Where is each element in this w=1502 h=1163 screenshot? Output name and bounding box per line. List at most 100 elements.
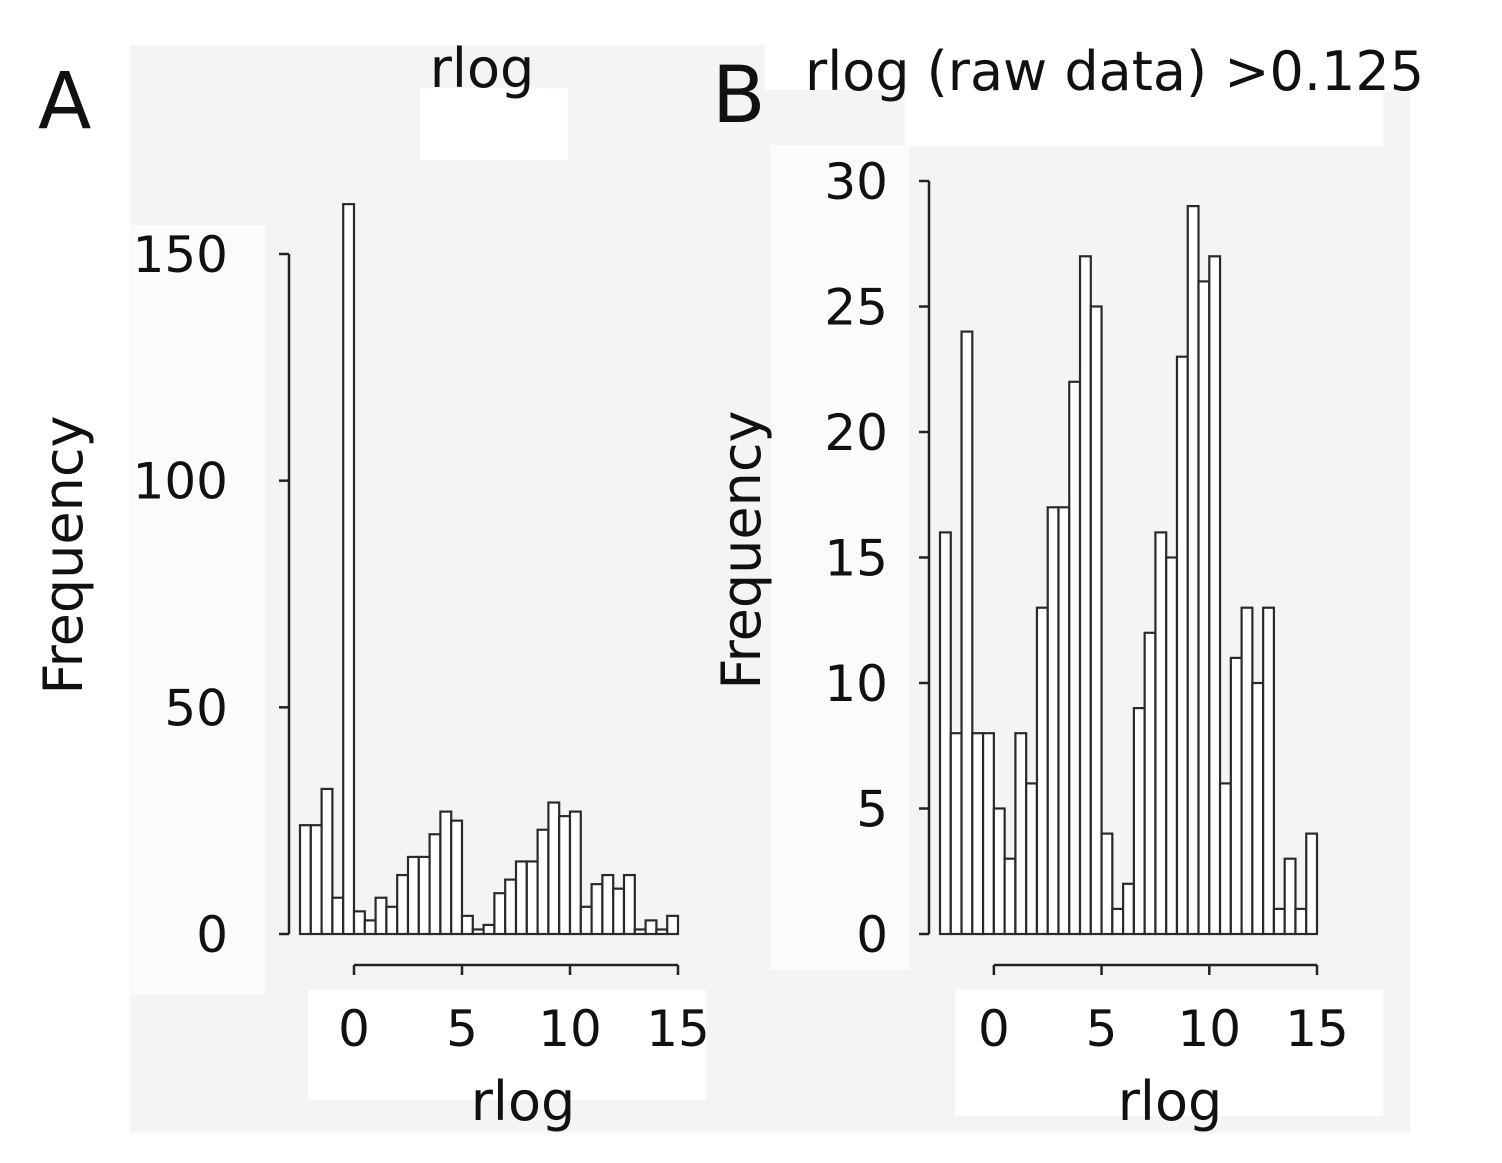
histogram-bar (1218, 782, 1232, 936)
histogram-bar (406, 855, 420, 936)
histogram-bar (666, 914, 680, 936)
x-tick-label: 10 (1177, 1000, 1241, 1058)
x-tick-label: 15 (1285, 1000, 1349, 1058)
title-patch-a (420, 88, 568, 160)
x-tick-label: 0 (978, 1000, 1010, 1058)
ytick-patch-a (130, 225, 265, 995)
histogram-bar (1305, 832, 1319, 936)
y-axis-label-b: Frequency (710, 411, 773, 690)
histogram-panel-b: B rlog (raw data) >0.125 Frequency rlog … (710, 40, 1424, 1133)
histogram-bar (568, 810, 582, 936)
histogram-bar (428, 833, 442, 936)
histogram-bar (504, 878, 518, 936)
panel-label-a: A (38, 57, 91, 147)
histogram-bar (655, 928, 669, 936)
histogram-bar (1197, 280, 1211, 936)
histogram-bar (1262, 606, 1276, 936)
x-tick-label: 0 (338, 1000, 370, 1058)
histogram-bar (1272, 907, 1286, 936)
y-tick-label: 100 (133, 453, 228, 511)
histogram-bar (590, 883, 604, 936)
bars-a (298, 203, 680, 936)
bars-b (938, 205, 1319, 936)
histogram-bar (320, 787, 334, 936)
histogram-bar (493, 892, 507, 936)
histogram-bar (514, 860, 528, 936)
x-axis-label-a: rlog (471, 1070, 576, 1133)
chart-title-b: rlog (raw data) >0.125 (805, 40, 1424, 103)
histogram-bar (579, 905, 593, 936)
histogram-bar (1208, 255, 1222, 936)
histogram-bar (1143, 631, 1157, 936)
histogram-bar (1046, 506, 1060, 936)
x-tick-label: 5 (446, 1000, 478, 1058)
panel-label-b: B (712, 51, 766, 141)
axes-a: 0 50 100 150 0 5 10 15 (133, 226, 710, 1058)
histogram-bar (601, 873, 615, 936)
histogram-bar (1175, 355, 1189, 936)
histogram-bar (981, 732, 995, 936)
histogram-bar (622, 873, 636, 936)
histogram-bar (309, 824, 323, 936)
histogram-bar (331, 896, 345, 936)
y-tick-label: 50 (164, 679, 228, 737)
ytick-patch-b (770, 145, 910, 970)
x-tick-label: 10 (538, 1000, 602, 1058)
y-tick-label: 20 (824, 404, 888, 462)
histogram-bar (385, 905, 399, 936)
xlabel-patch-a (308, 990, 706, 1100)
y-tick-label: 0 (856, 906, 888, 964)
histogram-bar (547, 801, 561, 936)
histogram-bar (417, 855, 431, 936)
histogram-bar (525, 860, 539, 936)
histogram-bar (1089, 305, 1103, 936)
histogram-bar (1165, 556, 1179, 936)
y-tick-label: 150 (133, 226, 228, 284)
histogram-bar (992, 807, 1006, 936)
histogram-bar (471, 928, 485, 936)
histogram-bar (536, 828, 550, 936)
histogram-bar (1132, 706, 1146, 936)
histogram-bar (342, 203, 356, 936)
histogram-bar (1068, 380, 1082, 936)
histogram-bar (298, 824, 312, 936)
histogram-panel-a: A rlog Frequency rlog 0 50 100 150 0 5 10 15 (32, 37, 710, 1133)
histogram-bar (971, 732, 985, 936)
histogram-bar (1057, 506, 1071, 936)
y-tick-label: 0 (196, 906, 228, 964)
histogram-bar (352, 910, 366, 936)
histogram-bar (1111, 907, 1125, 936)
histogram-bar (482, 923, 496, 936)
histogram-bar (1078, 255, 1092, 936)
histogram-bar (1251, 681, 1265, 936)
histogram-bar (396, 873, 410, 936)
histogram-bar (1003, 857, 1017, 936)
y-axis-label-a: Frequency (32, 416, 95, 695)
histogram-bar (450, 819, 464, 936)
y-tick-label: 15 (824, 530, 888, 588)
histogram-bar (558, 815, 572, 936)
histogram-bar (1025, 782, 1039, 936)
histogram-bar (439, 810, 453, 936)
histogram-bar (1100, 832, 1114, 936)
title-patch-b (905, 88, 1383, 146)
histogram-bar (1294, 907, 1308, 936)
x-tick-label: 5 (1086, 1000, 1118, 1058)
histogram-bar (1186, 205, 1200, 936)
histogram-bar (633, 928, 647, 936)
histogram-bar (644, 919, 658, 936)
axes-b: 0 5 10 15 20 25 30 0 5 10 15 (824, 153, 1348, 1058)
x-axis-label-b: rlog (1118, 1070, 1223, 1133)
histogram-bar (1240, 606, 1254, 936)
x-tick-label: 15 (646, 1000, 710, 1058)
histogram-bar (1035, 606, 1049, 936)
histogram-bar (460, 914, 474, 936)
histogram-bar (1122, 882, 1135, 936)
histogram-bar (612, 887, 626, 936)
chart-title-a: rlog (430, 37, 535, 100)
histogram-bar (363, 919, 377, 936)
histogram-bar (1283, 857, 1297, 936)
histogram-bar (374, 896, 388, 936)
histogram-bar (938, 531, 952, 936)
